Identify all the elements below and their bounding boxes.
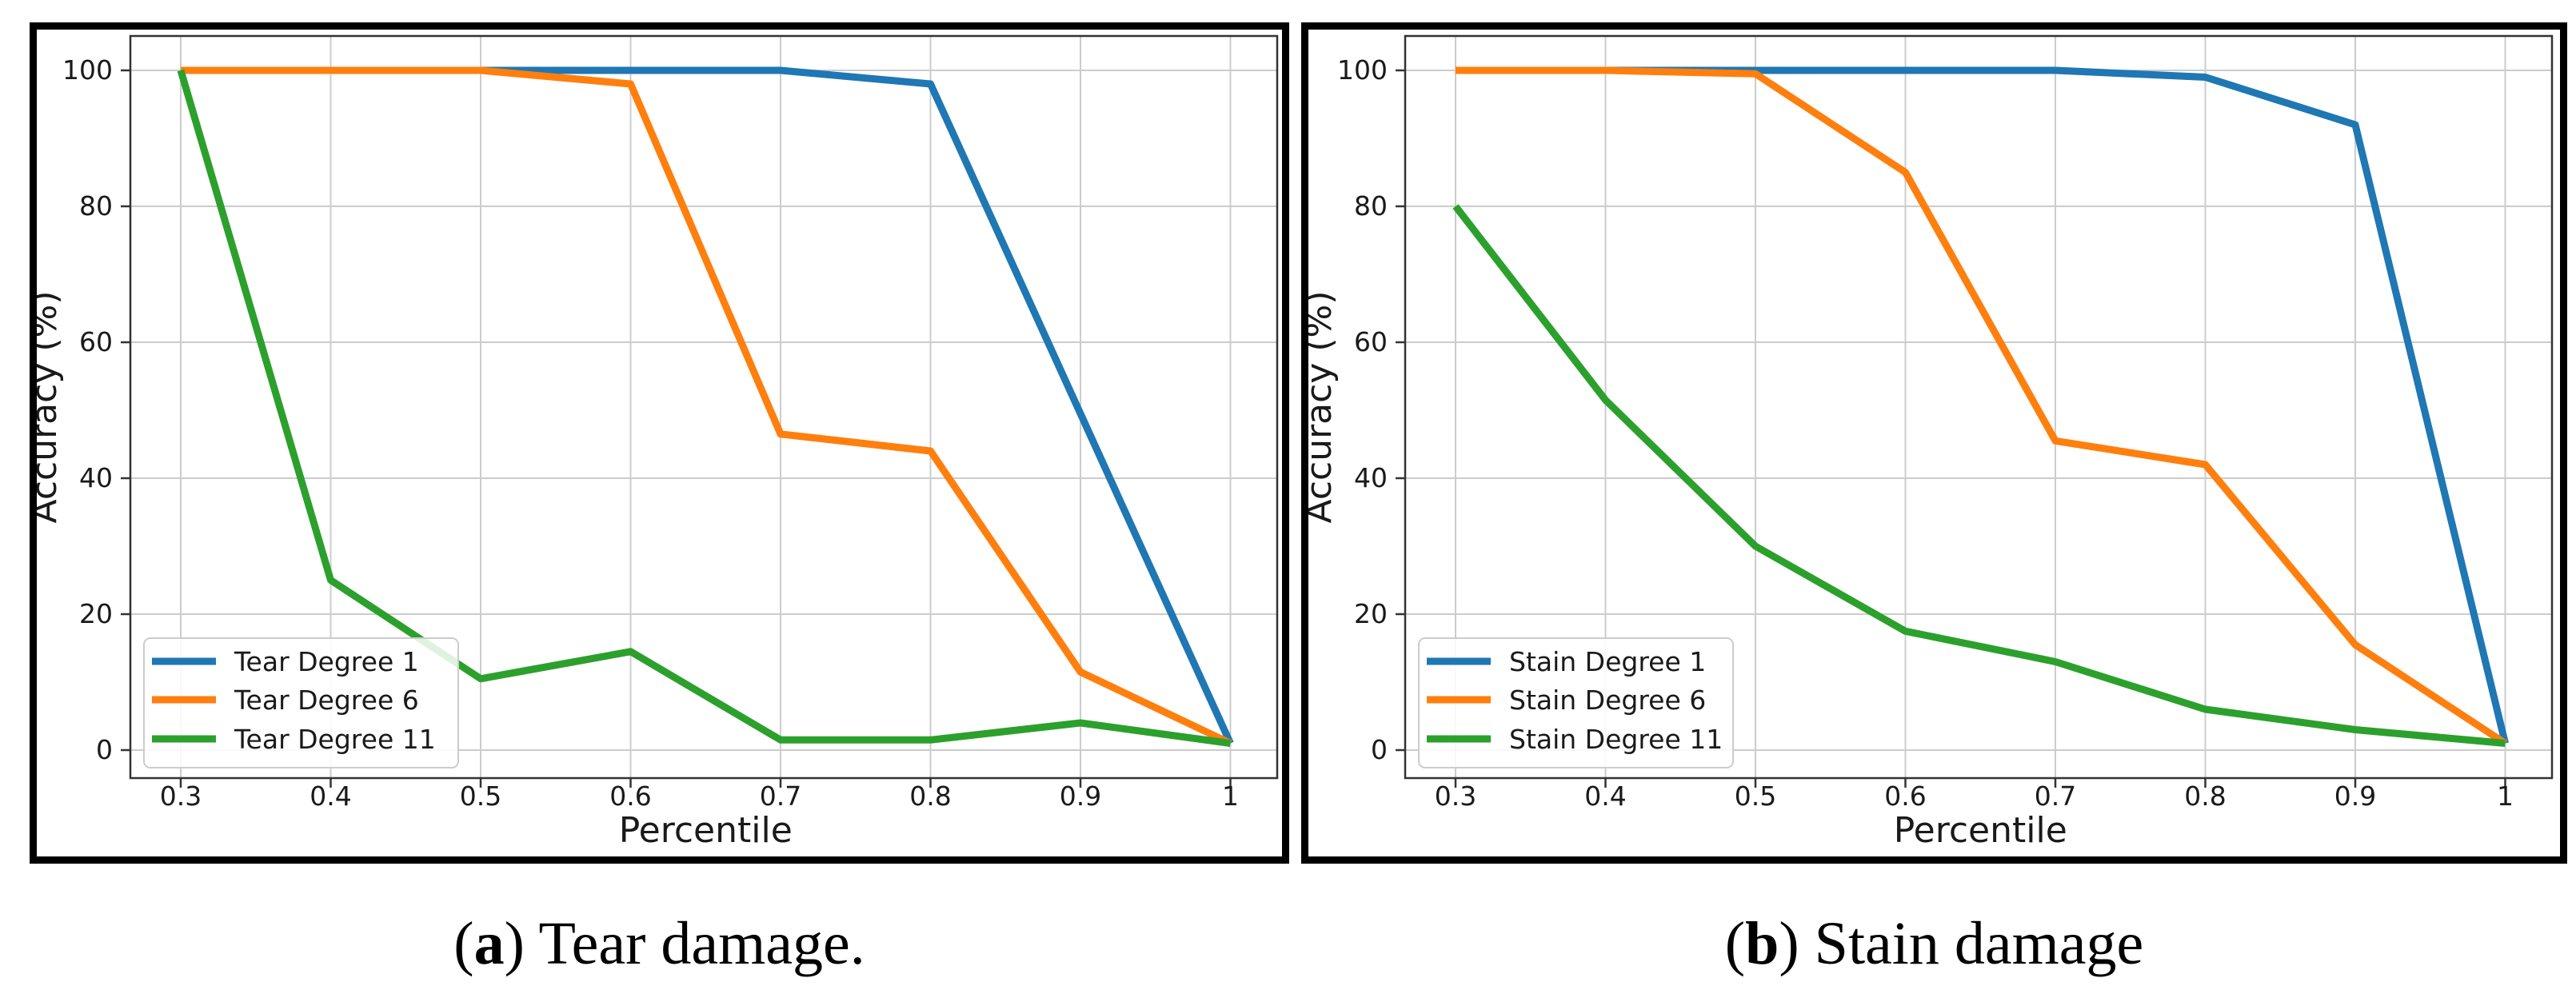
stain-tick-label-y-20: 20	[1354, 598, 1388, 629]
tear-tick-label-x-0.6: 0.6	[609, 780, 651, 812]
stain-tick-label-y-40: 40	[1354, 462, 1388, 493]
stain-tick-label-x-1: 1	[2497, 780, 2514, 812]
tear-tick-label-y-40: 40	[79, 462, 113, 493]
caption-stain-letter: b	[1745, 910, 1779, 977]
stain-xlabel: Percentile	[1894, 810, 2067, 851]
tear-line-tear-degree-11	[177, 69, 1232, 747]
stain-series	[1452, 66, 2509, 747]
caption-tear-paren-close: )	[504, 910, 525, 977]
tear-tick-label-x-0.4: 0.4	[310, 780, 351, 812]
tear-legend: Tear Degree 1 Tear Degree 6 Tear Degree 11	[143, 637, 459, 768]
stain-legend: Stain Degree 1 Stain Degree 6 Stain Degree…	[1418, 637, 1734, 768]
stain-tick-label-x-0.8: 0.8	[2184, 780, 2226, 812]
tear-xlabel: Percentile	[619, 810, 793, 851]
stain-legend-label-3: Stain Degree 11	[1509, 724, 1723, 755]
caption-stain-paren-open: (	[1724, 910, 1746, 977]
tear-ticks: 0.3 0.4 0.5 0.6 0.7 0.8 0.9 1 0 20 40 60 80 100	[62, 54, 1239, 812]
tear-legend-label-3: Tear Degree 11	[234, 724, 436, 755]
caption-stain-paren-close: )	[1779, 910, 1799, 977]
stain-line-stain-degree-11	[1452, 204, 2506, 747]
stain-tick-label-x-0.9: 0.9	[2334, 780, 2376, 812]
tear-tick-label-x-0.3: 0.3	[160, 780, 202, 812]
tear-tick-label-x-0.7: 0.7	[760, 780, 801, 812]
tear-legend-label-2: Tear Degree 6	[234, 685, 419, 716]
tear-legend-box	[143, 637, 459, 768]
stain-tick-label-x-0.3: 0.3	[1435, 780, 1476, 812]
caption-tear-letter: a	[473, 910, 505, 977]
tear-tick-label-y-80: 80	[79, 190, 113, 222]
stain-chart-svg: 0.3 0.4 0.5 0.6 0.7 0.8 0.9 1 0 20 40 60 80 100 Stain …	[1308, 34, 2554, 851]
stain-grid	[1405, 36, 2552, 778]
tear-tick-label-x-0.5: 0.5	[460, 780, 501, 812]
caption-tear-text: Tear damage.	[524, 910, 865, 977]
tear-tick-label-y-20: 20	[79, 598, 113, 629]
tear-series	[177, 66, 1234, 747]
tear-tick-label-x-0.9: 0.9	[1060, 780, 1101, 812]
stain-tick-label-x-0.7: 0.7	[2035, 780, 2076, 812]
stain-tick-label-x-0.6: 0.6	[1884, 780, 1926, 812]
tear-tick-label-x-1: 1	[1222, 780, 1239, 812]
tear-spines	[129, 34, 1279, 780]
stain-tick-label-y-0: 0	[1371, 734, 1388, 765]
tear-tick-label-y-60: 60	[79, 326, 113, 357]
caption-stain-text: Stain damage	[1799, 910, 2144, 977]
stain-ylabel: Accuracy (%)	[1308, 290, 1340, 523]
tear-line-tear-degree-6	[181, 66, 1232, 747]
tear-tick-label-y-100: 100	[62, 54, 113, 86]
caption-tear: (a) Tear damage.	[30, 905, 1289, 982]
tear-chart-svg: 0.3 0.4 0.5 0.6 0.7 0.8 0.9 1 0 20 40 60 80 100 Tear D…	[37, 34, 1279, 851]
stain-tick-label-y-100: 100	[1337, 54, 1388, 86]
stain-tick-label-y-60: 60	[1354, 326, 1388, 357]
tear-legend-label-1: Tear Degree 1	[234, 646, 419, 677]
caption-stain: (b) Stain damage	[1301, 905, 2567, 982]
panel-stain: 0.3 0.4 0.5 0.6 0.7 0.8 0.9 1 0 20 40 60 80 100 Stain …	[1301, 22, 2567, 864]
stain-ticks: 0.3 0.4 0.5 0.6 0.7 0.8 0.9 1 0 20 40 60 80 100	[1337, 54, 2514, 812]
tear-tick-label-y-0: 0	[96, 734, 113, 765]
stain-legend-label-1: Stain Degree 1	[1509, 646, 1706, 677]
stain-tick-label-x-0.5: 0.5	[1735, 780, 1776, 812]
stain-legend-label-2: Stain Degree 6	[1509, 685, 1706, 716]
caption-tear-paren-open: (	[453, 910, 474, 977]
stain-spines	[1404, 34, 2554, 780]
tear-tick-label-x-0.8: 0.8	[909, 780, 951, 812]
panel-tear: 0.3 0.4 0.5 0.6 0.7 0.8 0.9 1 0 20 40 60 80 100 Tear D…	[30, 22, 1289, 864]
stain-tick-label-y-80: 80	[1354, 190, 1388, 222]
tear-ylabel: Accuracy (%)	[37, 290, 65, 523]
stain-line-stain-degree-6	[1456, 66, 2507, 747]
stain-tick-label-x-0.4: 0.4	[1584, 780, 1626, 812]
stain-legend-box	[1418, 637, 1734, 768]
